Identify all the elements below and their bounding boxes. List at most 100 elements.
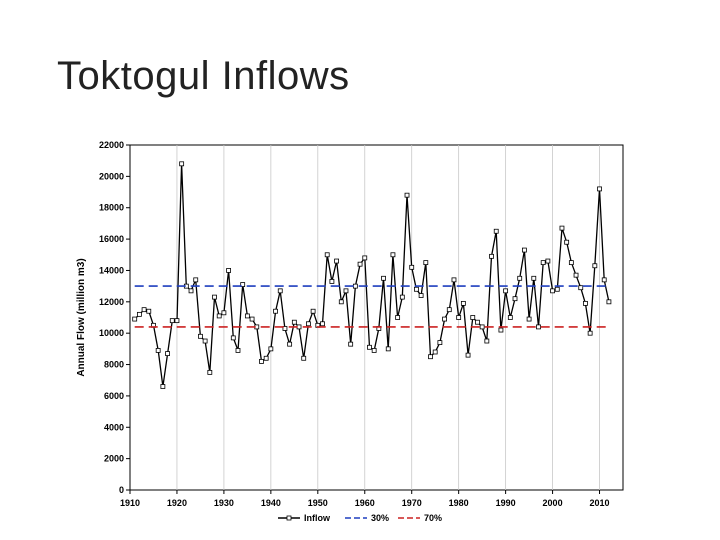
legend-label: Inflow bbox=[304, 513, 331, 523]
inflow-point bbox=[193, 277, 199, 283]
slide-title: Toktogul Inflows bbox=[57, 54, 350, 98]
inflow-point bbox=[160, 384, 166, 389]
inflow-point bbox=[136, 311, 142, 317]
legend-layer: Inflow 30% 70% bbox=[278, 513, 442, 523]
inflow-point bbox=[507, 315, 513, 320]
inflow-point bbox=[212, 294, 217, 300]
inflow-point bbox=[146, 308, 152, 314]
x-tick-label: 1930 bbox=[214, 498, 234, 508]
inflow-point bbox=[545, 258, 551, 264]
x-tick-label: 1990 bbox=[496, 498, 516, 508]
series-layer bbox=[132, 161, 612, 389]
inflow-point bbox=[418, 293, 424, 298]
inflow-point bbox=[540, 260, 546, 266]
inflow-point bbox=[456, 315, 462, 320]
x-tick-label: 1920 bbox=[167, 498, 187, 508]
inflow-point bbox=[155, 348, 161, 353]
inflow-point bbox=[606, 299, 612, 305]
inflow-point bbox=[240, 282, 246, 287]
inflow-point bbox=[503, 288, 509, 294]
inflow-point bbox=[334, 258, 339, 264]
inflow-point bbox=[559, 225, 565, 231]
inflow-point bbox=[592, 263, 598, 269]
y-axis-label: Annual Flow (million m3) bbox=[76, 258, 87, 376]
inflow-point bbox=[367, 344, 372, 350]
inflow-point bbox=[188, 288, 194, 294]
legend-label: 30% bbox=[371, 513, 389, 523]
inflow-point bbox=[489, 253, 494, 259]
inflow-point bbox=[221, 310, 227, 316]
y-tick-label: 20000 bbox=[99, 171, 124, 181]
inflow-point bbox=[428, 354, 433, 360]
inflow-point bbox=[306, 321, 311, 327]
inflow-point bbox=[169, 318, 175, 324]
inflow-point bbox=[226, 268, 232, 273]
inflow-point bbox=[277, 288, 283, 294]
inflow-point bbox=[522, 247, 527, 253]
y-tick-label: 4000 bbox=[104, 422, 124, 432]
inflow-point bbox=[451, 277, 457, 283]
inflow-point bbox=[141, 307, 147, 313]
inflow-point bbox=[338, 299, 344, 305]
y-tick-label: 12000 bbox=[99, 297, 124, 307]
inflow-point bbox=[362, 255, 368, 261]
inflow-point bbox=[268, 346, 274, 352]
inflow-point bbox=[343, 288, 349, 294]
y-tick-label: 10000 bbox=[99, 328, 124, 338]
x-tick-label: 1970 bbox=[402, 498, 422, 508]
plot-area bbox=[129, 144, 624, 491]
inflow-point bbox=[320, 321, 325, 327]
inflow-point bbox=[174, 318, 180, 324]
inflow-point bbox=[409, 264, 415, 270]
inflow-point bbox=[432, 349, 438, 355]
inflow-point bbox=[381, 275, 386, 281]
inflow-point bbox=[263, 355, 269, 361]
inflow-point bbox=[404, 192, 410, 198]
inflow-point bbox=[587, 330, 593, 336]
x-tick-label: 2010 bbox=[590, 498, 610, 508]
x-tick-label: 1910 bbox=[120, 498, 140, 508]
x-tick-label: 1980 bbox=[449, 498, 469, 508]
inflow-point bbox=[348, 341, 354, 347]
inflow-point bbox=[550, 288, 555, 294]
inflow-point bbox=[273, 308, 278, 314]
inflow-point bbox=[390, 252, 396, 258]
inflow-point bbox=[470, 315, 476, 320]
legend-marker bbox=[286, 515, 292, 521]
inflow-point bbox=[484, 338, 490, 344]
inflow-point bbox=[460, 300, 466, 306]
inflow-point bbox=[564, 239, 570, 245]
inflow-point bbox=[132, 316, 138, 322]
inflow-point bbox=[465, 352, 471, 358]
y-tick-label: 2000 bbox=[104, 454, 124, 464]
inflow-point bbox=[244, 313, 250, 319]
inflow-point bbox=[179, 161, 185, 167]
inflow-point bbox=[414, 286, 419, 292]
x-tick-label: 1940 bbox=[261, 498, 281, 508]
inflow-point bbox=[531, 275, 537, 281]
y-tick-label: 22000 bbox=[99, 140, 124, 150]
inflow-point bbox=[235, 348, 241, 353]
y-tick-label: 14000 bbox=[99, 265, 124, 275]
inflow-point bbox=[385, 346, 391, 352]
inflow-point bbox=[371, 348, 377, 353]
inflow-point bbox=[517, 275, 523, 281]
inflow-point bbox=[291, 319, 297, 325]
inflow-point bbox=[230, 335, 236, 341]
inflow-point bbox=[324, 252, 330, 258]
inflow-point bbox=[601, 277, 607, 283]
inflow-point bbox=[216, 313, 222, 319]
inflow-point bbox=[352, 283, 358, 289]
legend-label: 70% bbox=[424, 513, 442, 523]
y-tick-label: 0 bbox=[119, 485, 124, 495]
inflow-point bbox=[329, 279, 335, 284]
x-tick-label: 1960 bbox=[355, 498, 375, 508]
inflow-point bbox=[442, 316, 447, 322]
inflow-point bbox=[479, 324, 485, 330]
y-tick-label: 18000 bbox=[99, 203, 124, 213]
inflow-point bbox=[202, 338, 208, 344]
inflow-point bbox=[301, 355, 307, 361]
inflow-point bbox=[475, 319, 480, 325]
inflow-point bbox=[536, 324, 541, 330]
inflow-point bbox=[423, 260, 429, 266]
